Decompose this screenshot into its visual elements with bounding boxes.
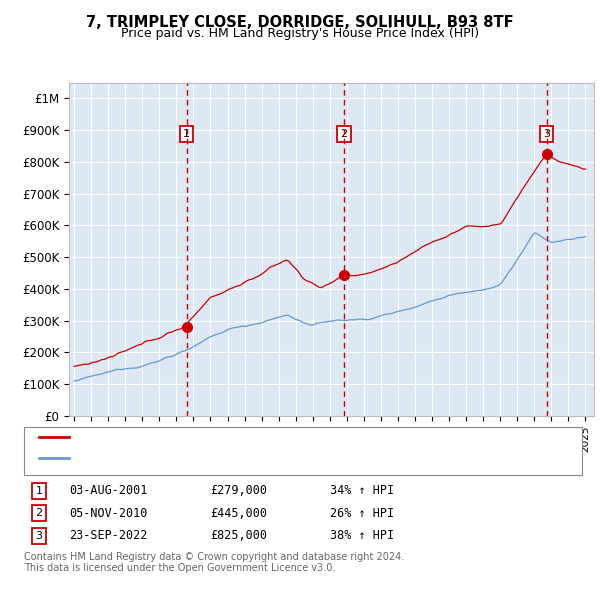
Text: £279,000: £279,000 [210,484,267,497]
Text: 05-NOV-2010: 05-NOV-2010 [69,507,148,520]
Text: 7, TRIMPLEY CLOSE, DORRIDGE, SOLIHULL, B93 8TF (detached house): 7, TRIMPLEY CLOSE, DORRIDGE, SOLIHULL, B… [75,432,466,442]
Text: 2: 2 [35,509,43,518]
Text: £825,000: £825,000 [210,529,267,542]
Text: £445,000: £445,000 [210,507,267,520]
Text: 34% ↑ HPI: 34% ↑ HPI [330,484,394,497]
Text: HPI: Average price, detached house, Solihull: HPI: Average price, detached house, Soli… [75,453,322,463]
Text: 1: 1 [35,486,43,496]
Text: 3: 3 [35,531,43,540]
Text: 2: 2 [340,129,347,139]
Text: 7, TRIMPLEY CLOSE, DORRIDGE, SOLIHULL, B93 8TF: 7, TRIMPLEY CLOSE, DORRIDGE, SOLIHULL, B… [86,15,514,30]
Text: This data is licensed under the Open Government Licence v3.0.: This data is licensed under the Open Gov… [24,563,335,573]
Text: 1: 1 [183,129,190,139]
Text: 03-AUG-2001: 03-AUG-2001 [69,484,148,497]
Text: 23-SEP-2022: 23-SEP-2022 [69,529,148,542]
Text: 38% ↑ HPI: 38% ↑ HPI [330,529,394,542]
Text: 26% ↑ HPI: 26% ↑ HPI [330,507,394,520]
Text: 3: 3 [543,129,550,139]
Text: Contains HM Land Registry data © Crown copyright and database right 2024.: Contains HM Land Registry data © Crown c… [24,552,404,562]
Text: Price paid vs. HM Land Registry's House Price Index (HPI): Price paid vs. HM Land Registry's House … [121,27,479,40]
